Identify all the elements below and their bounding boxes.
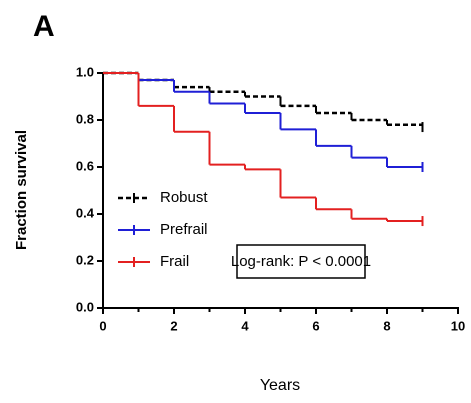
y-tick-label: 0.6: [76, 158, 94, 173]
panel-label: A: [33, 10, 55, 43]
legend-label: Prefrail: [160, 221, 208, 238]
y-tick-label: 0.2: [76, 252, 94, 267]
x-tick-label: 10: [451, 318, 465, 333]
y-tick-label: 0.4: [76, 205, 95, 220]
x-tick-label: 6: [312, 318, 319, 333]
y-tick-label: 1.0: [76, 64, 94, 79]
y-axis-label: Fraction survival: [13, 130, 30, 250]
legend-label: Robust: [160, 189, 208, 206]
annotation-box: [236, 244, 366, 279]
y-tick-label: 0.8: [76, 111, 94, 126]
annotation: Log-rank: P < 0.0001: [231, 253, 371, 270]
x-axis-label: Years: [260, 377, 300, 394]
y-tick-label: 0.0: [76, 299, 94, 314]
x-tick-label: 4: [241, 318, 249, 333]
x-tick-label: 0: [99, 318, 106, 333]
x-tick-label: 8: [383, 318, 390, 333]
legend-label: Frail: [160, 253, 189, 270]
x-tick-label: 2: [170, 318, 177, 333]
